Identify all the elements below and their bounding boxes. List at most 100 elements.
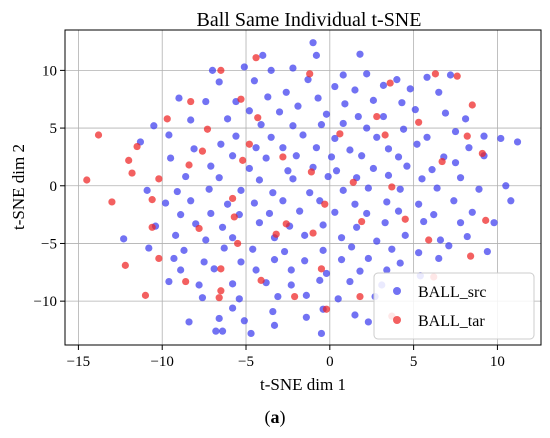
point-ball-src	[399, 125, 408, 133]
point-ball-src	[369, 164, 377, 173]
point-ball-src	[187, 197, 195, 205]
point-ball-src	[215, 174, 223, 182]
point-ball-src	[346, 146, 354, 154]
caption-close: )	[279, 407, 286, 427]
point-ball-src	[363, 209, 371, 218]
point-ball-tar	[108, 198, 116, 206]
point-ball-src	[257, 121, 265, 129]
point-ball-src	[282, 88, 290, 96]
point-ball-src	[319, 246, 327, 254]
point-ball-src	[327, 153, 336, 161]
point-ball-src	[218, 327, 227, 335]
point-ball-src	[379, 112, 388, 121]
point-ball-src	[304, 76, 312, 84]
point-ball-tar	[182, 277, 190, 286]
point-ball-tar	[187, 97, 195, 106]
point-ball-tar	[388, 183, 396, 191]
point-ball-src	[289, 175, 297, 183]
point-ball-tar	[279, 153, 287, 161]
point-ball-src	[172, 231, 180, 239]
point-ball-src	[301, 231, 309, 239]
point-ball-tar	[381, 131, 389, 139]
y-tick-label: −10	[34, 294, 57, 310]
point-ball-src	[229, 234, 237, 242]
point-ball-src	[294, 102, 302, 110]
point-ball-src	[198, 294, 207, 302]
point-ball-src	[173, 187, 181, 196]
point-ball-tar	[125, 156, 133, 164]
point-ball-tar	[482, 216, 490, 224]
point-ball-src	[165, 131, 173, 139]
chart-title: Ball Same Individual t-SNE	[197, 9, 422, 31]
point-ball-tar	[467, 252, 475, 260]
point-ball-src	[436, 236, 445, 244]
point-ball-src	[202, 236, 210, 244]
point-ball-src	[249, 245, 257, 253]
point-ball-tar	[217, 287, 225, 295]
point-ball-src	[393, 76, 401, 84]
point-ball-src	[312, 51, 321, 59]
x-tick-label: 5	[410, 354, 418, 370]
point-ball-src	[446, 71, 455, 79]
point-ball-src	[373, 237, 381, 245]
point-ball-tar	[234, 239, 242, 248]
point-ball-src	[331, 82, 339, 91]
point-ball-src	[423, 133, 431, 141]
point-ball-src	[490, 219, 498, 227]
point-ball-src	[280, 247, 289, 256]
point-ball-src	[415, 200, 423, 208]
x-tick-label: −15	[67, 354, 90, 370]
point-ball-src	[383, 266, 391, 274]
point-ball-src	[337, 234, 346, 242]
point-ball-tar	[133, 142, 141, 151]
point-ball-tar	[198, 147, 207, 155]
point-ball-src	[396, 185, 404, 193]
point-ball-src	[245, 107, 253, 115]
point-ball-src	[264, 93, 272, 101]
point-ball-tar	[309, 229, 317, 237]
x-tick-label: −5	[238, 354, 254, 370]
point-ball-src	[161, 199, 170, 207]
point-ball-src	[456, 174, 465, 182]
point-ball-tar	[148, 223, 156, 231]
point-ball-src	[358, 152, 366, 160]
point-ball-tar	[252, 54, 260, 62]
point-ball-tar	[401, 215, 409, 223]
point-ball-src	[319, 221, 327, 229]
point-ball-src	[502, 182, 510, 190]
point-ball-src	[461, 115, 470, 123]
point-ball-src	[218, 223, 227, 231]
y-tick-label: 0	[50, 179, 58, 195]
point-ball-tar	[415, 118, 423, 126]
point-ball-src	[413, 140, 421, 148]
point-ball-src	[346, 277, 354, 286]
point-ball-tar	[155, 175, 163, 183]
point-ball-src	[398, 99, 406, 107]
point-ball-src	[223, 115, 232, 123]
point-ball-src	[430, 211, 438, 219]
point-ball-src	[322, 110, 331, 118]
point-ball-src	[289, 122, 297, 130]
point-ball-tar	[336, 130, 344, 138]
point-ball-src	[428, 166, 436, 174]
point-ball-src	[262, 154, 270, 162]
point-ball-src	[423, 73, 431, 81]
point-ball-tar	[349, 178, 357, 186]
point-ball-tar	[438, 157, 446, 166]
point-ball-src	[339, 119, 347, 128]
point-ball-tar	[425, 236, 433, 244]
point-ball-src	[314, 94, 322, 102]
point-ball-tar	[217, 66, 225, 74]
point-ball-tar	[373, 112, 381, 121]
legend-box	[373, 272, 535, 340]
point-ball-tar	[282, 220, 290, 228]
point-ball-src	[212, 327, 220, 335]
point-ball-src	[356, 50, 364, 58]
point-ball-src	[384, 171, 393, 179]
x-tick-label: 0	[326, 354, 334, 370]
legend-marker-ball-tar	[393, 316, 401, 324]
point-ball-src	[269, 307, 277, 316]
point-ball-src	[363, 70, 371, 78]
point-ball-src	[229, 152, 237, 160]
point-ball-src	[279, 197, 287, 205]
